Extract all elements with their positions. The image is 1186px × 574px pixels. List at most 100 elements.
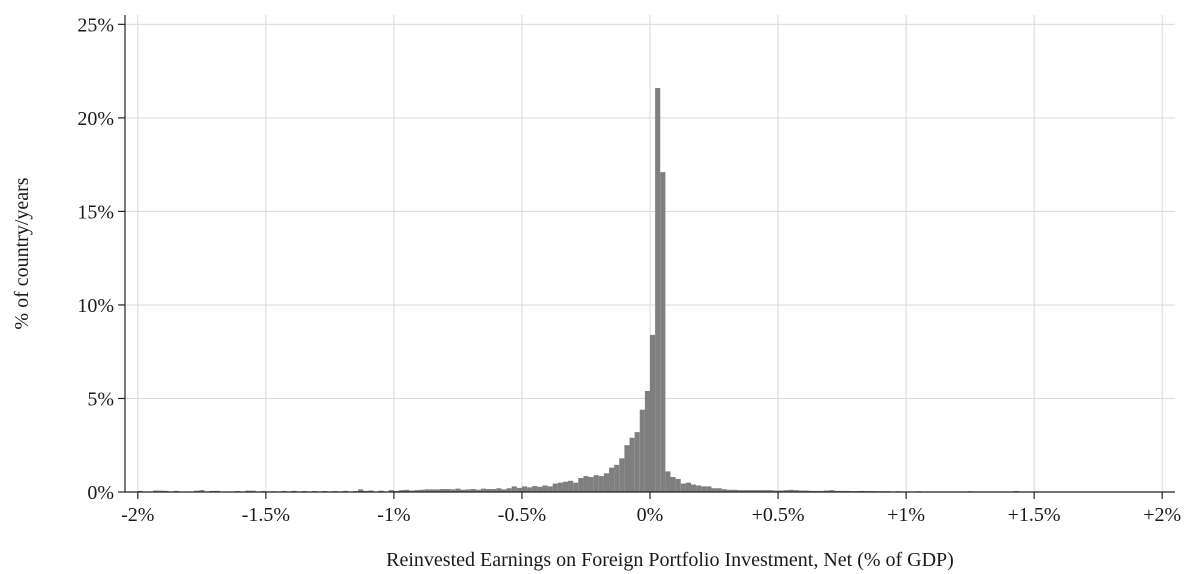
x-tick-label: 0% xyxy=(637,504,664,526)
histogram-bar xyxy=(419,489,425,492)
histogram-bar xyxy=(665,471,671,492)
histogram-bar xyxy=(767,490,773,492)
histogram-bar xyxy=(742,490,748,492)
histogram-bar xyxy=(440,489,446,492)
histogram-bar xyxy=(650,334,656,492)
histogram-bar xyxy=(603,473,610,492)
histogram-bar xyxy=(762,490,768,492)
y-tick-label: 25% xyxy=(77,14,114,36)
x-tick-label: -1% xyxy=(377,504,410,526)
histogram-bar xyxy=(568,480,574,492)
histogram-bar xyxy=(527,487,533,492)
histogram-bar xyxy=(752,490,758,492)
histogram-bar xyxy=(772,490,779,492)
histogram-bar xyxy=(721,489,727,492)
histogram-bar xyxy=(573,482,579,492)
histogram-bar xyxy=(399,490,405,492)
histogram-bar xyxy=(368,490,374,492)
histogram-bar xyxy=(629,437,635,492)
histogram-bar xyxy=(803,490,809,492)
histogram-bar xyxy=(655,87,661,492)
histogram-bar xyxy=(547,486,553,492)
histogram-bar xyxy=(537,486,543,492)
histogram-bar xyxy=(158,490,164,492)
x-tick-label: +0.5% xyxy=(752,504,805,526)
histogram-bar xyxy=(670,477,676,492)
histogram-bar xyxy=(475,489,481,492)
y-tick-label: 5% xyxy=(87,388,114,410)
histogram-bar xyxy=(434,489,440,492)
histogram-bar xyxy=(696,485,702,492)
histogram-bar xyxy=(445,489,451,492)
histogram-bar xyxy=(557,482,563,492)
histogram-bar xyxy=(409,490,415,492)
histogram-bar xyxy=(783,490,789,492)
histogram-bar xyxy=(511,486,517,492)
histogram-bar xyxy=(829,490,835,492)
histogram-bar xyxy=(480,488,487,492)
histogram-bar xyxy=(460,489,466,492)
histogram-bar xyxy=(588,477,594,492)
histogram-bar xyxy=(404,489,410,492)
histogram-bar xyxy=(486,489,492,492)
histogram-bar xyxy=(798,490,804,492)
histogram-bar xyxy=(496,488,502,492)
histogram-bar xyxy=(757,490,763,492)
histogram-bar xyxy=(516,487,522,492)
histogram-bars xyxy=(137,87,1158,493)
y-tick-label: 20% xyxy=(77,108,114,130)
histogram-bar xyxy=(824,490,830,492)
histogram-bar xyxy=(552,483,558,492)
histogram-bar xyxy=(644,390,650,492)
x-tick-label: +2% xyxy=(1143,504,1181,526)
histogram-bar xyxy=(680,483,686,492)
histogram-bar xyxy=(731,489,738,492)
x-tick-label: -0.5% xyxy=(498,504,546,526)
histogram-bar xyxy=(429,489,435,492)
histogram-bar xyxy=(675,478,681,492)
histogram-bar xyxy=(506,488,512,492)
histogram-bar xyxy=(542,485,548,492)
histogram-bar xyxy=(465,489,471,492)
y-axis-title: % of country/years xyxy=(11,177,33,329)
histogram-bar xyxy=(378,490,384,492)
histogram-bar xyxy=(491,489,497,492)
x-tick-label: -1.5% xyxy=(242,504,290,526)
histogram-bar xyxy=(711,488,717,492)
histogram-bar xyxy=(199,490,205,492)
histogram-bar xyxy=(450,489,456,492)
histogram-bar xyxy=(194,490,200,492)
histogram-bar xyxy=(521,486,528,492)
histogram-bar xyxy=(706,486,712,492)
y-tick-label: 0% xyxy=(87,482,114,504)
histogram-bar xyxy=(455,488,461,492)
histogram-bar xyxy=(414,490,420,492)
histogram-bar xyxy=(660,172,666,493)
histogram-bar xyxy=(737,490,743,492)
y-tick-label: 15% xyxy=(77,201,114,223)
histogram-bar xyxy=(793,490,799,492)
histogram-bar xyxy=(614,464,620,492)
histogram-bar xyxy=(624,445,630,492)
x-tick-label: +1.5% xyxy=(1008,504,1061,526)
x-tick-label: -2% xyxy=(121,504,154,526)
histogram-bar xyxy=(245,490,251,492)
histogram-bar xyxy=(501,489,507,492)
histogram-bar xyxy=(583,476,589,492)
histogram-bar xyxy=(593,475,599,492)
histogram-bar xyxy=(578,477,584,492)
x-tick-labels: -2% -1.5% -1% -0.5% 0% +0.5% +1% +1.5% +2% xyxy=(121,492,1181,526)
histogram-bar xyxy=(532,486,538,492)
histogram-bar xyxy=(701,486,707,492)
histogram-bar xyxy=(639,409,645,492)
histogram-bar xyxy=(598,476,604,492)
y-tick-label: 10% xyxy=(77,295,114,317)
x-axis-title: Reinvested Earnings on Foreign Portfolio… xyxy=(386,549,954,571)
histogram-bar xyxy=(716,488,722,492)
histogram-bar xyxy=(778,490,784,492)
histogram-bar xyxy=(747,490,753,492)
histogram-bar xyxy=(685,482,691,492)
histogram-bar xyxy=(726,489,732,492)
histogram-bar xyxy=(358,489,364,492)
histogram-bar xyxy=(424,489,430,492)
